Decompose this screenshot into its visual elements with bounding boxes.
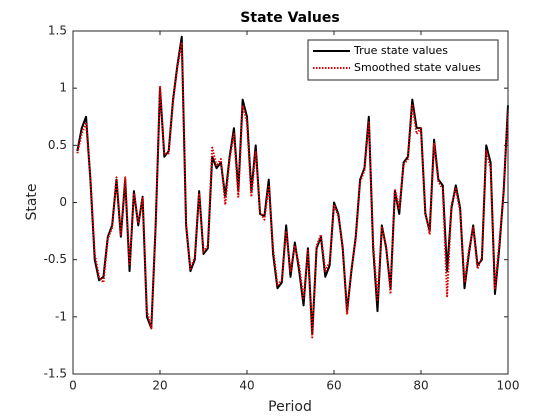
plot-area <box>73 31 508 374</box>
x-tick-label: 100 <box>497 379 520 393</box>
legend-label: True state values <box>353 44 448 57</box>
y-tick-label: 1.5 <box>48 24 67 38</box>
y-tick-label: -1.5 <box>44 367 67 381</box>
legend-label: Smoothed state values <box>354 61 481 74</box>
axes-box <box>72 30 509 375</box>
x-tick-label: 20 <box>152 379 167 393</box>
x-tick-label: 40 <box>239 379 254 393</box>
y-axis-label: State <box>24 183 40 220</box>
y-tick-label: 0.5 <box>48 138 67 152</box>
x-axis-label: Period <box>268 399 312 415</box>
y-tick-label: 1 <box>59 81 67 95</box>
y-tick-label: -0.5 <box>44 252 67 266</box>
y-tick-label: -1 <box>55 309 67 323</box>
y-tick-label: 0 <box>59 195 67 209</box>
x-tick-label: 80 <box>413 379 428 393</box>
chart-title: State Values <box>240 10 339 26</box>
series-line <box>76 41 509 339</box>
x-tick-label: 0 <box>69 379 77 393</box>
x-tick-label: 60 <box>326 379 341 393</box>
legend-box <box>307 39 499 81</box>
